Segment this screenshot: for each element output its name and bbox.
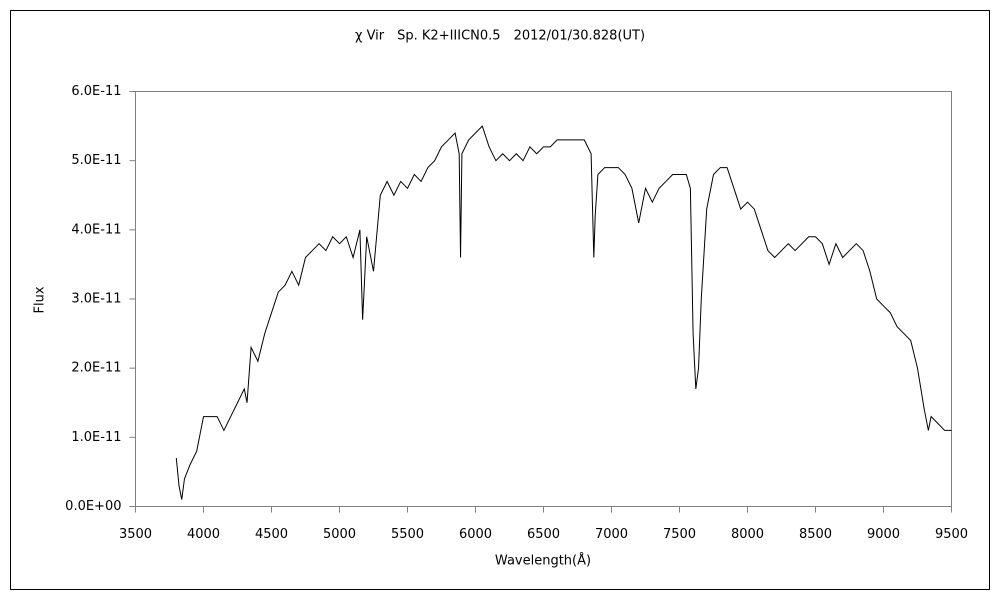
x-tick-label: 5000 xyxy=(323,527,356,542)
x-tick-label: 8000 xyxy=(731,527,764,542)
y-tick-label: 0.0E+00 xyxy=(65,499,121,514)
x-tick-label: 8500 xyxy=(799,527,832,542)
y-tick-label: 4.0E-11 xyxy=(71,222,121,237)
y-tick-label: 2.0E-11 xyxy=(71,361,121,376)
spectrum-line xyxy=(175,125,952,500)
x-tick-label: 7000 xyxy=(595,527,628,542)
x-tick-label: 5500 xyxy=(391,527,424,542)
x-tick-label: 9000 xyxy=(867,527,900,542)
y-tick-label: 5.0E-11 xyxy=(71,153,121,168)
y-tick-label: 1.0E-11 xyxy=(71,430,121,445)
x-tick-label: 4500 xyxy=(255,527,288,542)
x-tick-label: 4000 xyxy=(187,527,220,542)
y-tick-label: 3.0E-11 xyxy=(71,292,121,307)
x-tick-label: 6500 xyxy=(527,527,560,542)
chart-title: χ Vir Sp. K2+IIICN0.5 2012/01/30.828(UT) xyxy=(355,29,645,44)
x-tick-label: 6000 xyxy=(459,527,492,542)
y-axis-label: Flux xyxy=(33,286,48,313)
x-tick-label: 3500 xyxy=(119,527,152,542)
plot-area xyxy=(135,91,952,507)
y-tick-label: 6.0E-11 xyxy=(71,84,121,99)
x-axis-label: Wavelength(Å) xyxy=(495,553,591,569)
x-tick-label: 7500 xyxy=(663,527,696,542)
x-tick-label: 9500 xyxy=(935,527,968,542)
chart-border xyxy=(10,10,990,590)
